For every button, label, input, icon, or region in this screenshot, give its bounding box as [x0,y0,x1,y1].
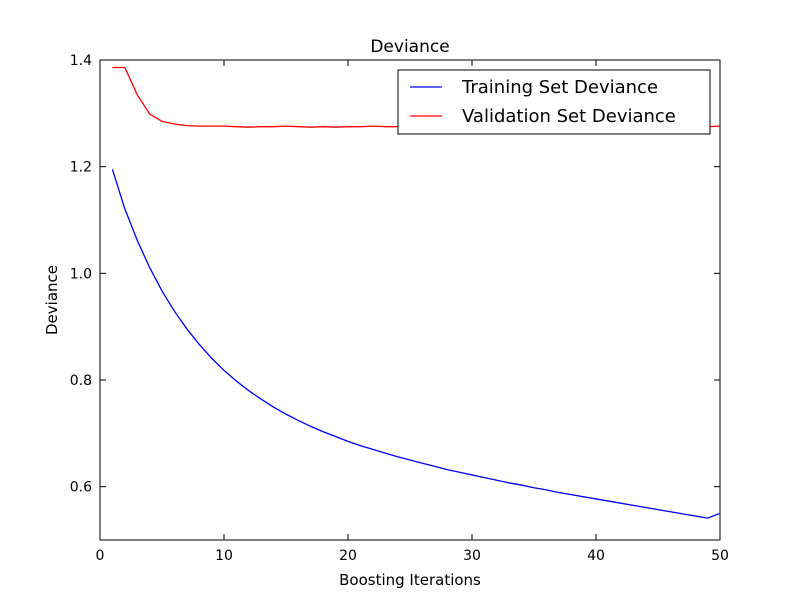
y-tick-label: 1.2 [70,160,92,176]
y-tick-label: 1.0 [70,266,92,282]
x-axis-label: Boosting Iterations [339,571,481,589]
y-axis-label: Deviance [43,265,61,335]
legend-box [397,69,711,135]
axes-frame [99,59,721,541]
chart-title: Deviance [370,37,449,57]
x-tick-label: 10 [215,548,233,564]
x-tick-label: 40 [587,548,605,564]
y-tick-label: 1.4 [70,53,92,69]
x-tick-label: 50 [711,548,729,564]
series-line-training [111,169,720,519]
x-tick-label: 0 [96,548,105,564]
legend-label-training: Training Set Deviance [461,77,658,98]
legend-label-validation: Validation Set Deviance [462,106,676,127]
y-tick-label: 0.6 [70,480,92,496]
x-tick-label: 20 [339,548,357,564]
y-tick-label: 0.8 [70,373,92,389]
x-tick-label: 30 [463,548,481,564]
plot-area: 0 10 20 30 40 50 0.6 0.8 1.0 1.2 1.4 Training Set D… [70,53,729,564]
